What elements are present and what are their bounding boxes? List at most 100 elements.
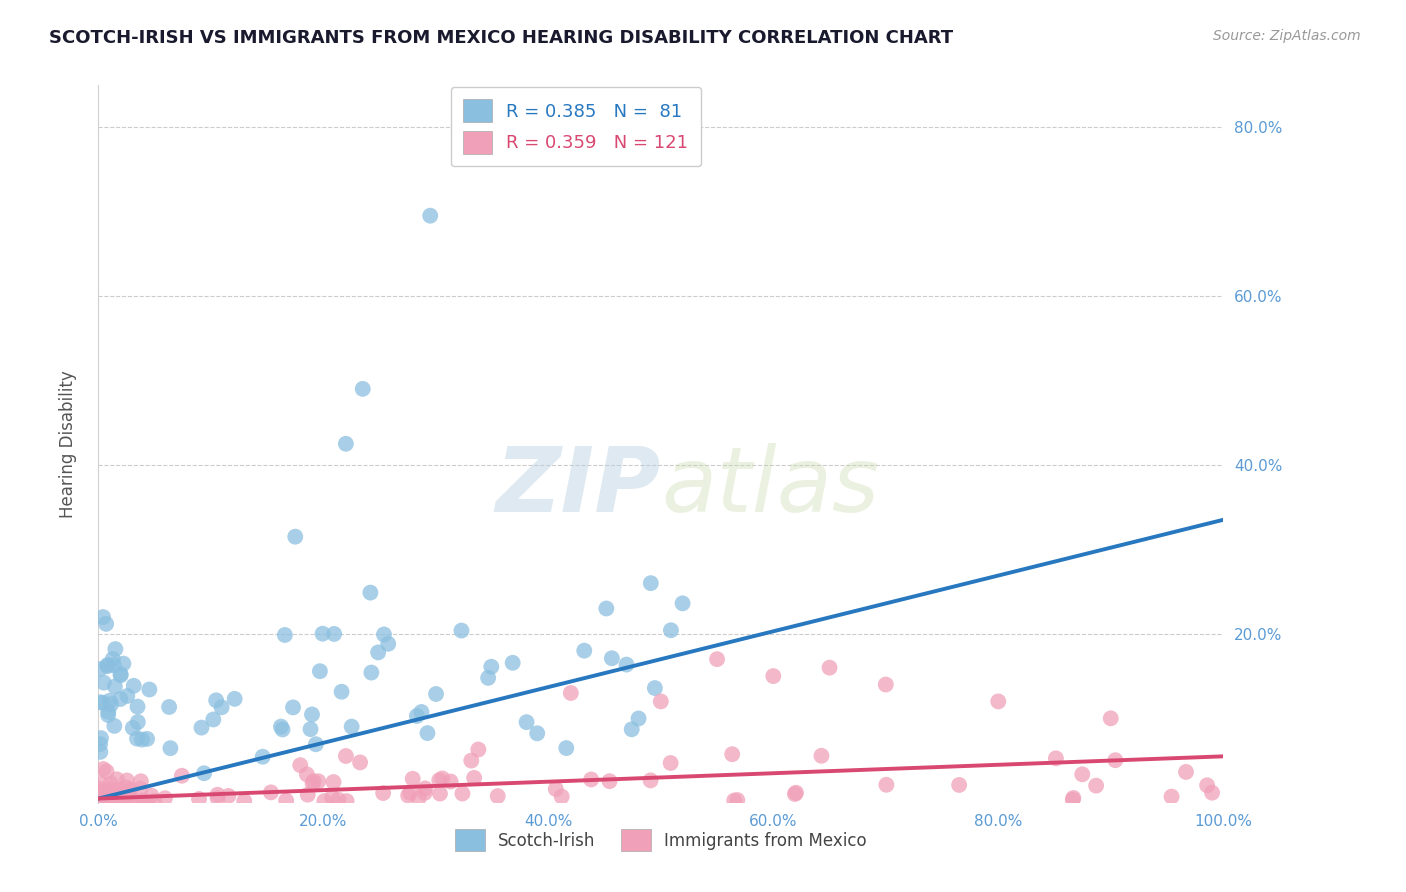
Point [100, 783, 122, 797]
Point [101, 789, 124, 804]
Point [349, 756, 371, 770]
Point [105, 794, 128, 808]
Point [411, 705, 433, 719]
Point [322, 775, 344, 789]
Point [233, 794, 256, 808]
Point [91, 610, 114, 624]
Point [89, 662, 111, 676]
Point [89, 793, 111, 807]
Point [89, 745, 111, 759]
Point [110, 667, 132, 681]
Point [188, 792, 211, 806]
Point [105, 772, 128, 787]
Point [274, 628, 297, 642]
Point [104, 642, 127, 657]
Point [460, 754, 482, 768]
Point [207, 788, 229, 802]
Point [1197, 778, 1219, 792]
Point [360, 665, 382, 680]
Point [159, 741, 181, 756]
Point [90, 788, 112, 802]
Point [89, 795, 111, 809]
Point [117, 689, 139, 703]
Point [1071, 767, 1094, 781]
Point [297, 788, 319, 802]
Point [659, 756, 682, 770]
Point [302, 774, 325, 789]
Point [450, 624, 472, 638]
Point [89, 782, 111, 797]
Point [987, 694, 1010, 708]
Point [725, 793, 748, 807]
Point [396, 789, 419, 803]
Point [1175, 764, 1198, 779]
Point [299, 722, 322, 736]
Point [122, 679, 145, 693]
Point [104, 787, 127, 801]
Point [100, 777, 122, 791]
Point [91, 696, 114, 710]
Point [100, 787, 122, 801]
Point [555, 741, 578, 756]
Point [129, 774, 152, 789]
Point [1099, 711, 1122, 725]
Point [1201, 786, 1223, 800]
Point [111, 793, 134, 807]
Point [91, 792, 114, 806]
Point [98, 694, 121, 708]
Point [723, 793, 745, 807]
Point [335, 749, 357, 764]
Point [352, 382, 374, 396]
Point [336, 794, 359, 808]
Point [644, 681, 666, 695]
Point [101, 793, 124, 807]
Point [486, 789, 509, 803]
Point [429, 787, 451, 801]
Point [103, 719, 125, 733]
Point [335, 436, 357, 450]
Point [93, 675, 115, 690]
Point [260, 785, 283, 799]
Point [89, 795, 111, 809]
Point [98, 789, 121, 803]
Point [477, 671, 499, 685]
Point [427, 773, 450, 788]
Point [89, 789, 111, 803]
Point [290, 758, 312, 772]
Point [115, 780, 138, 795]
Point [373, 627, 395, 641]
Point [190, 721, 212, 735]
Point [502, 656, 524, 670]
Point [117, 786, 139, 800]
Point [141, 789, 163, 803]
Point [90, 777, 112, 791]
Point [207, 791, 229, 805]
Point [875, 778, 897, 792]
Point [328, 793, 350, 807]
Point [818, 660, 841, 674]
Point [650, 694, 672, 708]
Point [138, 682, 160, 697]
Point [574, 643, 596, 657]
Point [91, 762, 114, 776]
Point [127, 714, 149, 729]
Point [373, 786, 395, 800]
Point [463, 771, 485, 785]
Text: SCOTCH-IRISH VS IMMIGRANTS FROM MEXICO HEARING DISABILITY CORRELATION CHART: SCOTCH-IRISH VS IMMIGRANTS FROM MEXICO H… [49, 29, 953, 47]
Point [1062, 791, 1084, 805]
Point [323, 627, 346, 641]
Point [377, 637, 399, 651]
Point [193, 766, 215, 780]
Point [112, 657, 135, 671]
Point [405, 709, 427, 723]
Point [399, 786, 422, 800]
Point [948, 778, 970, 792]
Point [402, 772, 425, 786]
Point [98, 783, 121, 797]
Point [129, 781, 152, 796]
Point [599, 774, 621, 789]
Point [103, 792, 125, 806]
Point [408, 791, 430, 805]
Legend: Scotch-Irish, Immigrants from Mexico: Scotch-Irish, Immigrants from Mexico [447, 821, 875, 859]
Point [706, 652, 728, 666]
